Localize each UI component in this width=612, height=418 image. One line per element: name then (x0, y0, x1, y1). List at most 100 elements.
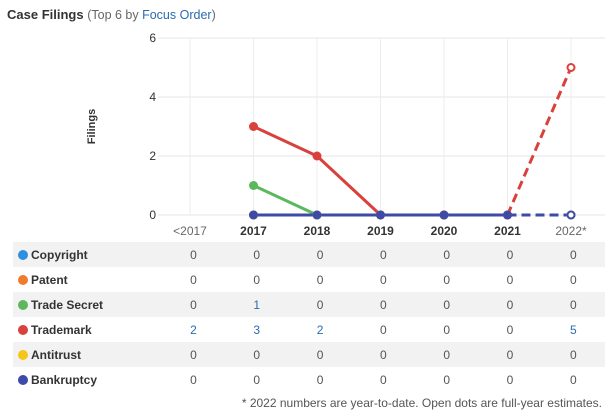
chart-title-main: Case Filings (7, 7, 84, 22)
table-cell-bankruptcy-4: 0 (443, 372, 450, 387)
series-name: Antitrust (31, 347, 81, 362)
chart-subtitle: (Top 6 by Focus Order) (87, 8, 216, 22)
table-cell-trademark-1[interactable]: 3 (253, 322, 261, 337)
table-cell-bankruptcy-0: 0 (190, 372, 197, 387)
data-point-trademark-1[interactable] (249, 122, 258, 131)
table-cell-antitrust-2: 0 (288, 342, 352, 367)
table-cell-antitrust-1: 0 (225, 342, 289, 367)
legend-dot-icon (18, 349, 28, 360)
table-row-antitrust: Antitrust 0 0 0 0 0 0 0 (13, 342, 605, 367)
y-tick-label-0: 0 (149, 208, 156, 222)
table-cell-patent-5: 0 (506, 272, 514, 287)
y-tick-label-1: 2 (149, 149, 156, 163)
table-cell-bankruptcy-5: 0 (506, 372, 514, 387)
table-cell-copyright-6: 0 (541, 242, 605, 267)
footnote: * 2022 numbers are year-to-date. Open do… (241, 396, 602, 410)
table-cell-copyright-5: 0 (478, 242, 542, 267)
legend-dot-icon (18, 324, 28, 335)
x-tick-label-2: 2018 (304, 224, 331, 238)
table-row-trade-secret: Trade Secret 0 1 0 0 0 0 0 (13, 292, 605, 317)
data-point-bankruptcy-4[interactable] (439, 210, 449, 220)
data-table: Copyright 0 0 0 0 0 0 0 Patent 0 0 0 0 0 0 0 Trade Secre… (13, 242, 605, 392)
series-legend-patent[interactable]: Patent (13, 267, 162, 292)
table-cell-patent-4: 0 (443, 272, 450, 287)
series-name: Patent (31, 272, 68, 287)
y-axis-label: Filings (86, 109, 98, 144)
table-cell-trade-secret-1[interactable]: 1 (225, 292, 289, 317)
x-tick-label-5: 2021 (494, 224, 521, 238)
table-cell-patent-3: 0 (380, 272, 387, 287)
x-tick-label-6: 2022* (555, 224, 587, 238)
series-name: Copyright (31, 247, 88, 262)
x-axis-ticks: <2017 2017 2018 2019 2020 2021 2022* (173, 224, 587, 238)
x-tick-label-4: 2020 (431, 224, 458, 238)
table-cell-trade-secret-3: 0 (351, 292, 415, 317)
series-name: Trade Secret (31, 297, 104, 312)
x-tick-label-1: 2017 (240, 224, 267, 238)
series-lines (252, 66, 573, 217)
data-point-bankruptcy-6[interactable] (566, 210, 576, 220)
series-points (249, 63, 576, 220)
table-cell-bankruptcy-3: 0 (380, 372, 387, 387)
subtitle-suffix: ) (211, 8, 216, 22)
series-estimate-line-trademark (506, 66, 573, 216)
focus-order-link[interactable]: Focus Order (142, 8, 212, 22)
table-cell-antitrust-4: 0 (415, 342, 479, 367)
y-axis-ticks: 0 2 4 6 (149, 31, 156, 222)
table-row-copyright: Copyright 0 0 0 0 0 0 0 (13, 242, 605, 267)
data-point-trade-secret-1[interactable] (249, 181, 258, 190)
data-point-bankruptcy-2[interactable] (312, 210, 322, 220)
data-point-bankruptcy-5[interactable] (503, 210, 512, 220)
table-cell-trademark-0[interactable]: 2 (190, 322, 197, 337)
series-name: Trademark (31, 322, 92, 337)
table-cell-trade-secret-5: 0 (478, 292, 542, 317)
table-cell-trade-secret-0: 0 (161, 292, 226, 317)
table-cell-bankruptcy-1: 0 (253, 372, 261, 387)
table-cell-patent-2: 0 (316, 272, 324, 287)
table-cell-trademark-2[interactable]: 2 (316, 322, 324, 337)
table-cell-antitrust-0: 0 (161, 342, 226, 367)
series-legend-trade-secret[interactable]: Trade Secret (13, 292, 162, 317)
table-cell-trade-secret-2: 0 (288, 292, 352, 317)
table-cell-trademark-6[interactable]: 5 (569, 322, 577, 337)
x-tick-label-3: 2019 (367, 224, 394, 238)
table-cell-patent-0: 0 (190, 272, 197, 287)
table-cell-copyright-0: 0 (161, 242, 226, 267)
y-tick-label-3: 6 (149, 31, 156, 45)
legend-dot-icon (18, 249, 28, 260)
y-tick-label-2: 4 (149, 90, 156, 104)
series-legend-trademark[interactable]: Trademark (13, 317, 162, 342)
table-row-trademark: Trademark 2 3 2 0 0 0 5 (13, 317, 605, 342)
table-cell-bankruptcy-2: 0 (316, 372, 324, 387)
series-legend-antitrust[interactable]: Antitrust (13, 342, 162, 367)
chart-grid (158, 37, 605, 216)
chart-title: Case Filings (Top 6 by Focus Order) (7, 7, 216, 22)
series-legend-copyright[interactable]: Copyright (13, 242, 162, 267)
table-cell-trade-secret-4: 0 (415, 292, 479, 317)
series-name: Bankruptcy (31, 372, 98, 387)
table-cell-copyright-1: 0 (225, 242, 289, 267)
table-cell-patent-6: 0 (569, 272, 577, 287)
table-cell-copyright-3: 0 (351, 242, 415, 267)
x-tick-label-0: <2017 (173, 224, 207, 238)
line-chart: Filings 0 2 4 6 <2017 2017 2018 2019 2020 2021 20… (86, 31, 605, 238)
table-cell-antitrust-5: 0 (478, 342, 542, 367)
table-cell-copyright-4: 0 (415, 242, 479, 267)
data-point-bankruptcy-3[interactable] (376, 210, 385, 220)
table-row-bankruptcy: Bankruptcy 0 0 0 0 0 0 0 (13, 367, 605, 392)
data-point-trademark-2[interactable] (312, 151, 322, 161)
table-cell-trade-secret-6: 0 (541, 292, 605, 317)
legend-dot-icon (18, 274, 28, 285)
table-cell-bankruptcy-6: 0 (569, 372, 577, 387)
table-cell-trademark-3: 0 (380, 322, 387, 337)
table-cell-copyright-2: 0 (288, 242, 352, 267)
table-cell-trademark-5: 0 (506, 322, 514, 337)
table-cell-trademark-4: 0 (443, 322, 450, 337)
data-point-bankruptcy-1[interactable] (249, 210, 258, 220)
subtitle-prefix: (Top 6 by (87, 8, 143, 22)
legend-dot-icon (18, 299, 28, 310)
series-legend-bankruptcy[interactable]: Bankruptcy (13, 367, 162, 392)
table-cell-antitrust-6: 0 (541, 342, 605, 367)
table-row-patent: Patent 0 0 0 0 0 0 0 (13, 267, 605, 292)
data-point-trademark-6[interactable] (566, 63, 576, 72)
